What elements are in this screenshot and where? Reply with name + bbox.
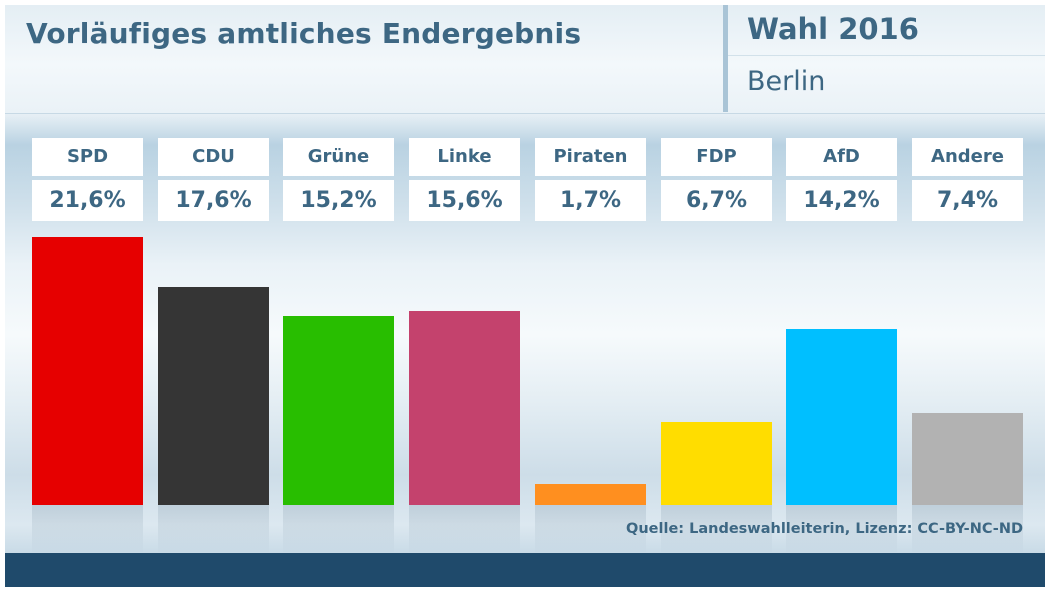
party-label-grune: Grüne: [283, 138, 394, 176]
party-label-linke: Linke: [409, 138, 520, 176]
bar-piraten: [535, 484, 646, 505]
party-label-andere: Andere: [912, 138, 1023, 176]
bar-reflection-fdp: [661, 505, 772, 552]
footer-band: [5, 553, 1045, 587]
value-label-piraten: 1,7%: [535, 180, 646, 221]
bar-reflection-grune: [283, 505, 394, 552]
chart-graphic: Vorläufiges amtliches Endergebnis Wahl 2…: [5, 5, 1045, 587]
header-rule: [728, 55, 1045, 56]
bar-reflection-afd: [786, 505, 897, 552]
region-label: Berlin: [747, 66, 826, 97]
bar-reflection-andere: [912, 505, 1023, 552]
party-label-afd: AfD: [786, 138, 897, 176]
bar-andere: [912, 413, 1023, 505]
bar-reflection-piraten: [535, 505, 646, 552]
bar-afd: [786, 329, 897, 505]
bar-cdu: [158, 287, 269, 505]
value-label-linke: 15,6%: [409, 180, 520, 221]
value-label-spd: 21,6%: [32, 180, 143, 221]
header: Vorläufiges amtliches Endergebnis Wahl 2…: [5, 5, 1045, 114]
value-label-cdu: 17,6%: [158, 180, 269, 221]
page-title: Vorläufiges amtliches Endergebnis: [26, 17, 582, 50]
party-label-piraten: Piraten: [535, 138, 646, 176]
value-label-afd: 14,2%: [786, 180, 897, 221]
bar-spd: [32, 237, 143, 505]
bar-linke: [409, 311, 520, 505]
party-label-fdp: FDP: [661, 138, 772, 176]
election-title: Wahl 2016: [747, 12, 919, 46]
value-label-fdp: 6,7%: [661, 180, 772, 221]
bar-reflection-spd: [32, 505, 143, 552]
value-label-andere: 7,4%: [912, 180, 1023, 221]
bar-fdp: [661, 422, 772, 505]
source-note: Quelle: Landeswahlleiterin, Lizenz: CC-B…: [626, 521, 1023, 537]
party-label-spd: SPD: [32, 138, 143, 176]
bar-reflection-linke: [409, 505, 520, 552]
party-label-cdu: CDU: [158, 138, 269, 176]
bar-grune: [283, 316, 394, 505]
header-divider: [723, 5, 728, 112]
bar-reflection-cdu: [158, 505, 269, 552]
value-label-grune: 15,2%: [283, 180, 394, 221]
